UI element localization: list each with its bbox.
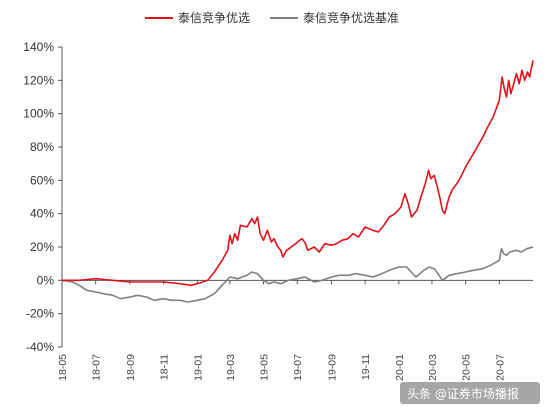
x-tick-label: 18-07 — [91, 354, 103, 381]
series-line-benchmark — [61, 246, 534, 303]
legend: 泰信竞争优选 泰信竞争优选基准 — [145, 11, 399, 25]
x-tick-label: 20-03 — [427, 354, 439, 381]
y-tick-label: 0% — [37, 273, 55, 287]
x-tick-label: 19-09 — [326, 354, 338, 381]
y-tick-label: 120% — [23, 73, 54, 87]
y-tick-label: 140% — [23, 40, 54, 54]
x-tick-label: 19-11 — [360, 354, 372, 380]
watermark-text: 头条 @证券市场播报 — [407, 386, 519, 401]
x-tick-label: 20-01 — [394, 354, 406, 381]
series-layer — [61, 60, 534, 303]
x-tick-label: 19-03 — [225, 354, 237, 381]
legend-label-benchmark: 泰信竞争优选基准 — [303, 11, 399, 25]
x-tick-label: 20-05 — [461, 354, 473, 381]
x-tick-label: 20-07 — [494, 354, 506, 381]
y-tick-label: 100% — [23, 107, 54, 121]
y-tick-label: -20% — [26, 307, 54, 321]
x-tick-label: 18-05 — [57, 354, 69, 381]
y-tick-label: 80% — [30, 140, 54, 154]
watermark-background — [400, 382, 540, 404]
y-tick-label: 20% — [30, 240, 54, 254]
x-tick-label: 18-11 — [159, 354, 171, 380]
x-tick-label: 18-09 — [125, 354, 137, 381]
x-tick-label: 19-01 — [192, 354, 204, 381]
watermark: 头条 @证券市场播报 — [400, 382, 540, 404]
y-tick-label: 60% — [30, 173, 54, 187]
x-tick-label: 19-05 — [259, 354, 271, 381]
legend-label-fund: 泰信竞争优选 — [178, 11, 250, 25]
y-tick-label: 40% — [30, 207, 54, 221]
y-axis: 140% 120% 100% 80% 60% 40% 20% 0% -20% -40% — [23, 40, 63, 354]
y-tick-label: -40% — [26, 340, 54, 354]
x-axis: 18-05 18-07 18-09 18-11 19-01 19-03 19-05 19-07… — [57, 279, 533, 381]
x-tick-label: 19-07 — [292, 354, 304, 381]
series-line-fund — [62, 60, 534, 287]
